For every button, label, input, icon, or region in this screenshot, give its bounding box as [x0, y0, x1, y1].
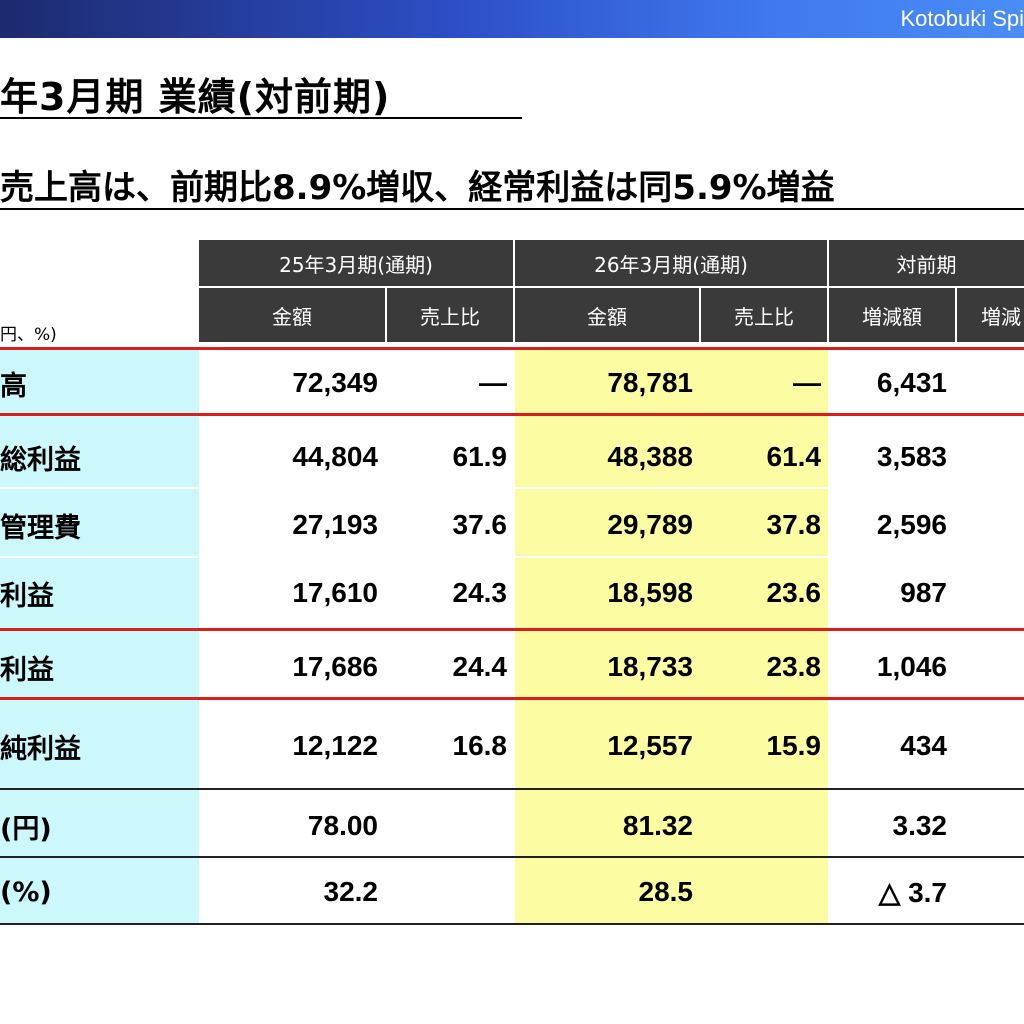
- header-prev-period: 25年3月期(通期): [199, 240, 513, 286]
- top-banner: Kotobuki Spi: [0, 0, 1024, 38]
- curr-ratio: 37.8: [766, 509, 822, 540]
- row-label: 利益: [0, 654, 54, 686]
- change-amount: 2,596: [876, 509, 947, 540]
- curr-amount: 18,733: [607, 651, 693, 682]
- prev-amount: 72,349: [292, 367, 378, 398]
- change-amount: 6,431: [876, 367, 947, 398]
- label-column-bg: [0, 348, 199, 925]
- separator-line: [0, 856, 1024, 858]
- separator-line: [0, 923, 1024, 925]
- header-prev-amount: 金額: [199, 288, 385, 342]
- curr-amount: 48,388: [607, 441, 693, 472]
- prev-amount: 17,686: [292, 651, 378, 682]
- separator-line: [0, 697, 1024, 700]
- change-amount: 3.32: [892, 810, 948, 841]
- curr-amount: 29,789: [607, 509, 693, 540]
- prev-amount: 44,804: [292, 441, 378, 472]
- curr-ratio: 23.6: [766, 577, 822, 608]
- prev-amount: 17,610: [292, 577, 378, 608]
- subtitle-underline: [0, 208, 1024, 210]
- header-curr-period: 26年3月期(通期): [515, 240, 827, 286]
- prev-ratio: 37.6: [452, 509, 508, 540]
- separator-line: [0, 413, 1024, 416]
- row-eps: (円) 78.00 81.32 3.32: [0, 796, 1024, 856]
- change-amount: 1,046: [876, 651, 947, 682]
- curr-ratio: ―: [793, 367, 821, 398]
- prev-ratio: 16.8: [452, 730, 508, 761]
- row-payout-ratio: (%) 32.2 28.5 △ 3.7: [0, 862, 1024, 922]
- company-name: Kotobuki Spi: [900, 6, 1024, 31]
- row-label: 高: [0, 370, 27, 402]
- row-operating-income: 利益 17,610 24.3 18,598 23.6 987: [0, 563, 1024, 623]
- curr-ratio: 23.8: [766, 651, 822, 682]
- header-yoy: 対前期: [829, 240, 1024, 286]
- row-sga-expenses: 管理費 27,193 37.6 29,789 37.8 2,596: [0, 495, 1024, 555]
- separator-line: [0, 788, 1024, 790]
- curr-amount: 18,598: [607, 577, 693, 608]
- title-underline: [0, 117, 522, 119]
- change-amount: 434: [900, 730, 947, 761]
- unit-note: 円、%): [0, 325, 57, 345]
- prev-ratio: 61.9: [452, 441, 508, 472]
- change-amount: △ 3.7: [878, 876, 947, 908]
- prev-amount: 32.2: [323, 876, 379, 907]
- header-curr-ratio: 売上比: [701, 288, 827, 342]
- prev-ratio: ―: [479, 367, 507, 398]
- curr-amount: 81.32: [622, 810, 693, 841]
- change-amount: 987: [900, 577, 947, 608]
- curr-amount: 12,557: [607, 730, 693, 761]
- row-ordinary-income: 利益 17,686 24.4 18,733 23.8 1,046: [0, 637, 1024, 697]
- row-label: (円): [0, 813, 52, 845]
- curr-amount: 28.5: [638, 876, 694, 907]
- row-divider: [0, 556, 1024, 558]
- prev-amount: 27,193: [292, 509, 378, 540]
- header-change-amount: 増減額: [829, 288, 955, 342]
- prev-ratio: 24.4: [452, 651, 508, 682]
- header-curr-amount: 金額: [515, 288, 699, 342]
- separator-line: [0, 347, 1024, 350]
- row-net-income: 純利益 12,122 16.8 12,557 15.9 434: [0, 716, 1024, 776]
- prev-ratio: 24.3: [452, 577, 508, 608]
- curr-amount: 78,781: [607, 367, 693, 398]
- prev-amount: 78.00: [307, 810, 378, 841]
- curr-ratio: 15.9: [766, 730, 822, 761]
- prev-amount: 12,122: [292, 730, 378, 761]
- header-prev-ratio: 売上比: [387, 288, 513, 342]
- row-label: 管理費: [0, 512, 81, 544]
- page-subtitle: 売上高は、前期比8.9%増収、経常利益は同5.9%増益: [0, 168, 835, 208]
- row-divider: [0, 487, 1024, 489]
- page-title: 年3月期 業績(対前期): [0, 75, 391, 119]
- current-period-column-bg: [515, 348, 828, 925]
- curr-ratio: 61.4: [766, 441, 822, 472]
- separator-line: [0, 628, 1024, 631]
- row-label: 総利益: [0, 444, 81, 476]
- header-change-rate: 増減: [957, 288, 1024, 342]
- row-label: 利益: [0, 580, 54, 612]
- row-net-sales: 高 72,349 ― 78,781 ― 6,431: [0, 353, 1024, 413]
- row-label: 純利益: [0, 733, 81, 765]
- change-amount: 3,583: [876, 441, 947, 472]
- row-label: (%): [0, 876, 52, 908]
- row-gross-profit: 総利益 44,804 61.9 48,388 61.4 3,583: [0, 427, 1024, 487]
